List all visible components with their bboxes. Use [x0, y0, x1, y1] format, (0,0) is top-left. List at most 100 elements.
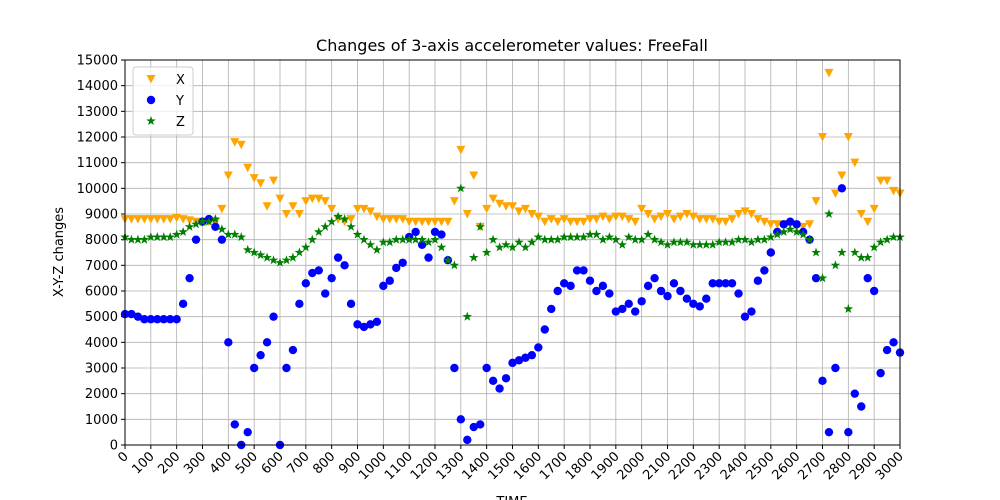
- data-point: [436, 217, 446, 227]
- data-point: [649, 234, 660, 244]
- data-point: [262, 252, 272, 262]
- data-point: [591, 215, 601, 224]
- data-point: [456, 415, 466, 424]
- data-point: [456, 183, 466, 193]
- x-tick-label: 1800: [563, 449, 597, 483]
- data-point: [643, 281, 653, 291]
- x-tick-label: 2200: [666, 449, 700, 483]
- data-point: [689, 299, 698, 309]
- data-point: [572, 266, 582, 275]
- x-tick-label: 2900: [847, 449, 881, 483]
- data-point: [662, 239, 673, 249]
- data-point: [288, 202, 298, 211]
- data-point: [585, 215, 595, 224]
- data-point: [450, 363, 459, 373]
- data-point: [636, 234, 647, 244]
- data-point: [559, 232, 569, 242]
- data-point: [598, 212, 608, 222]
- data-point: [197, 216, 208, 226]
- data-point: [546, 215, 556, 224]
- data-point: [759, 234, 770, 244]
- data-point: [740, 207, 750, 216]
- data-point: [133, 234, 143, 244]
- data-point: [540, 217, 550, 227]
- data-point: [701, 239, 711, 249]
- data-point: [159, 232, 169, 242]
- data-point: [346, 215, 356, 224]
- data-point: [669, 279, 679, 288]
- data-point: [514, 237, 524, 247]
- data-point: [333, 253, 343, 262]
- data-point: [856, 210, 866, 219]
- data-point: [753, 234, 763, 244]
- data-point: [146, 315, 156, 324]
- data-point: [501, 239, 511, 249]
- data-point: [889, 186, 899, 196]
- data-point: [514, 207, 524, 216]
- data-point: [830, 260, 841, 270]
- data-point: [656, 212, 666, 222]
- data-point: [811, 247, 821, 257]
- data-point: [669, 215, 679, 224]
- data-point: [514, 356, 524, 365]
- data-point: [210, 217, 220, 227]
- data-point: [682, 237, 692, 247]
- data-point: [191, 219, 201, 229]
- data-point: [469, 422, 478, 432]
- data-point: [223, 171, 233, 180]
- data-point: [882, 234, 892, 244]
- y-tick-label: 14000: [77, 79, 118, 94]
- data-point: [321, 289, 330, 298]
- data-point: [365, 239, 376, 249]
- data-point: [598, 234, 608, 244]
- data-point: [863, 217, 873, 227]
- data-point: [359, 234, 369, 244]
- data-point: [708, 239, 718, 249]
- data-point: [617, 239, 627, 249]
- data-point: [488, 234, 498, 244]
- data-point: [126, 215, 136, 224]
- data-point: [598, 281, 608, 291]
- data-point: [682, 210, 692, 219]
- data-point: [172, 213, 182, 223]
- x-tick-label: 1000: [356, 449, 390, 483]
- data-point: [211, 222, 220, 232]
- data-point: [217, 224, 227, 234]
- data-point: [850, 389, 859, 398]
- data-point: [430, 227, 440, 237]
- data-point: [721, 279, 730, 288]
- data-point: [791, 227, 802, 236]
- data-point: [417, 217, 427, 227]
- data-point: [746, 237, 757, 247]
- data-point: [294, 210, 304, 219]
- legend-label: Y: [175, 94, 184, 109]
- data-point: [224, 338, 233, 347]
- data-point: [579, 217, 589, 227]
- data-point: [824, 209, 834, 218]
- data-point: [747, 307, 756, 316]
- data-point: [210, 214, 221, 224]
- data-point: [734, 289, 743, 298]
- data-point: [437, 230, 446, 239]
- y-tick-label: 5000: [85, 310, 118, 325]
- data-point: [184, 221, 195, 231]
- data-point: [592, 286, 601, 296]
- data-point: [585, 229, 595, 239]
- data-point: [385, 276, 394, 285]
- data-point: [398, 234, 408, 244]
- data-point: [714, 217, 724, 227]
- data-point: [714, 237, 724, 247]
- data-point: [811, 197, 821, 206]
- data-point: [178, 299, 188, 309]
- data-point: [366, 320, 375, 329]
- data-point: [152, 215, 162, 224]
- data-point: [631, 307, 640, 316]
- data-point: [695, 239, 705, 249]
- data-point: [837, 247, 847, 257]
- y-tick-label: 11000: [77, 156, 118, 171]
- data-point: [436, 242, 447, 252]
- y-tick-label: 12000: [77, 131, 118, 146]
- data-point: [817, 273, 828, 283]
- data-point: [766, 232, 776, 242]
- data-point: [488, 376, 498, 386]
